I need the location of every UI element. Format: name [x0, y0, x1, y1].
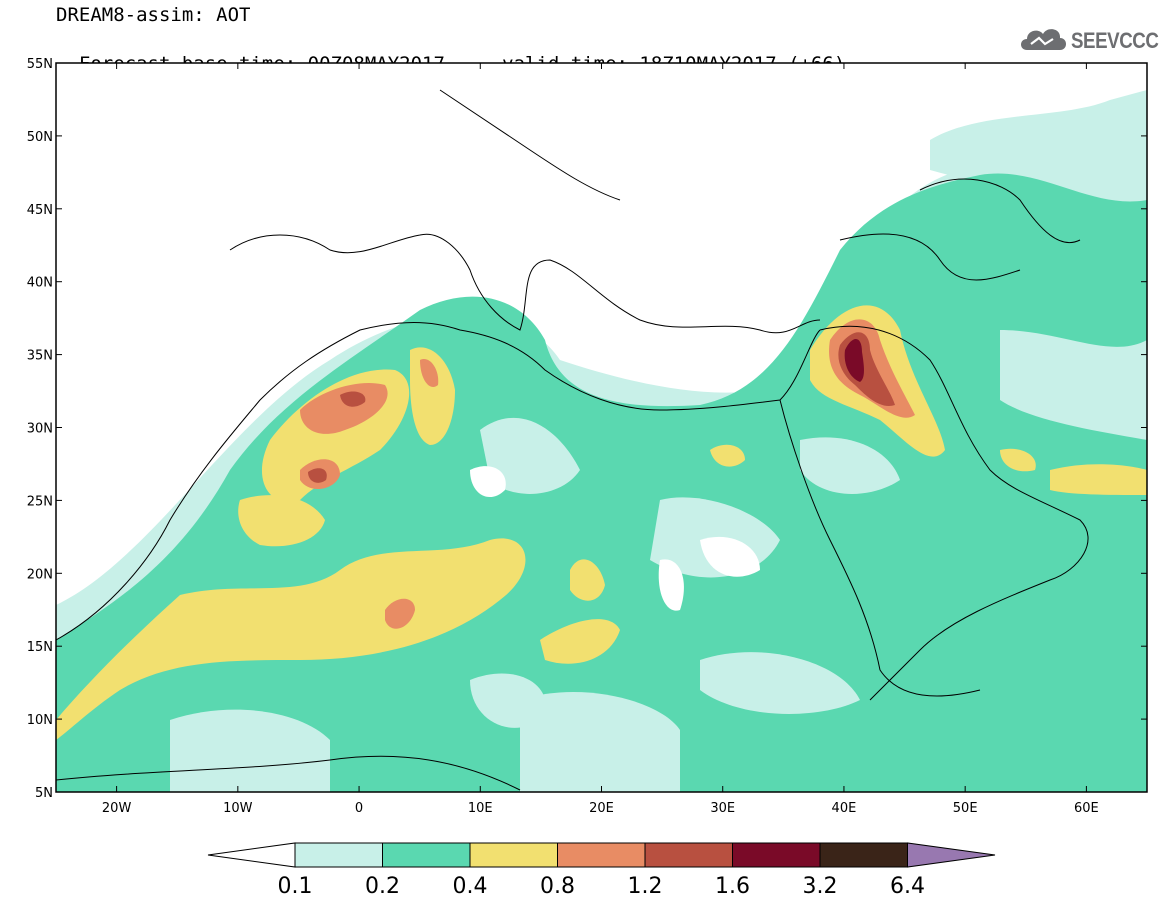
- latitude-labels: 5N 10N 15N 20N 25N 30N 35N 40N 45N 50N 55N: [27, 57, 53, 801]
- lat-label: 35N: [27, 349, 53, 364]
- logo-text: SEEVCCC: [1071, 28, 1159, 53]
- colorbar-tick-label: 1.2: [628, 874, 663, 899]
- coastlines: [56, 89, 1089, 791]
- aot-field: [56, 63, 1147, 792]
- colorbar-swatch: [732, 842, 821, 868]
- lat-label: 15N: [27, 640, 53, 655]
- lon-label: 30E: [710, 801, 735, 816]
- lon-label: 60E: [1074, 801, 1099, 816]
- colorbar-swatch: [469, 842, 558, 868]
- axis-ticks: [56, 62, 1147, 793]
- colorbar-tick-label: 0.1: [278, 874, 313, 899]
- lat-label: 25N: [27, 494, 53, 509]
- colorbar-arrow-low: [207, 842, 296, 868]
- lon-label: 10E: [468, 801, 493, 816]
- colorbar-tick-label: 1.6: [715, 874, 750, 899]
- lon-label: 20E: [589, 801, 614, 816]
- cloud-icon: [1021, 29, 1066, 50]
- lon-label: 50E: [953, 801, 978, 816]
- lat-label: 20N: [27, 567, 53, 582]
- lon-label: 0: [355, 801, 363, 816]
- colorbar-tick-label: 3.2: [803, 874, 838, 899]
- colorbar-tick-label: 0.4: [453, 874, 488, 899]
- lat-label: 40N: [27, 276, 53, 291]
- map-title: DREAM8-assim: AOT: [56, 4, 251, 26]
- lat-label: 50N: [27, 130, 53, 145]
- colorbar-swatch: [819, 842, 908, 868]
- longitude-labels: 20W 10W 0 10E 20E 30E 40E 50E 60E: [102, 801, 1099, 816]
- colorbar-swatch: [294, 842, 383, 868]
- lat-label: 10N: [27, 713, 53, 728]
- colorbar-tick-label: 0.8: [540, 874, 575, 899]
- lat-label: 5N: [35, 786, 53, 801]
- colorbar-swatch: [557, 842, 646, 868]
- lon-label: 10W: [223, 801, 253, 816]
- colorbar: 0.1 0.2 0.4 0.8 1.2 1.6 3.2 6.4: [207, 842, 996, 899]
- colorbar-swatch: [382, 842, 471, 868]
- lat-label: 30N: [27, 422, 53, 437]
- colorbar-swatch: [644, 842, 733, 868]
- lon-label: 20W: [102, 801, 132, 816]
- colorbar-tick-label: 0.2: [365, 874, 400, 899]
- lat-label: 55N: [27, 57, 53, 72]
- colorbar-arrow-high: [907, 842, 996, 868]
- lat-label: 45N: [27, 203, 53, 218]
- lon-label: 40E: [832, 801, 857, 816]
- colorbar-tick-label: 6.4: [890, 874, 925, 899]
